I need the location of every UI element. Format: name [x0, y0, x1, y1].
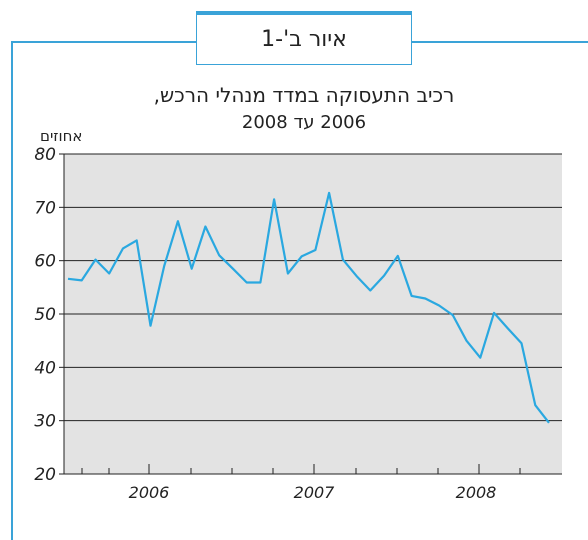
x-tick-label: 2008	[456, 483, 497, 502]
y-axis-unit-label: אחוזים	[40, 127, 83, 145]
series-line	[67, 191, 550, 424]
x-tick-label: 2006	[129, 483, 170, 502]
y-tick-label: 80	[34, 145, 56, 165]
figure-label: איור ב'-1	[261, 27, 347, 52]
y-axis-ticks: 20 30 40 50 60 70 80	[34, 145, 64, 485]
x-axis-ticks: 2006 2007 2008	[81, 464, 521, 502]
y-tick-label: 40	[34, 358, 56, 378]
chart-title-line1: רכיב התעסוקה במדד מנהלי הרכש,	[153, 83, 455, 107]
y-tick-label: 60	[34, 252, 56, 272]
chart-title-line2: 2006 עד 2008	[241, 112, 367, 133]
grid-lines	[64, 153, 562, 422]
y-tick-label: 30	[34, 412, 56, 432]
y-tick-label: 70	[34, 198, 56, 218]
frame-left-line	[11, 41, 13, 540]
series-group	[67, 191, 550, 424]
figure-label-box: איור ב'-1	[196, 11, 412, 65]
y-tick-label: 50	[34, 305, 56, 325]
y-tick-label: 20	[34, 465, 56, 485]
x-tick-label: 2007	[294, 483, 336, 502]
